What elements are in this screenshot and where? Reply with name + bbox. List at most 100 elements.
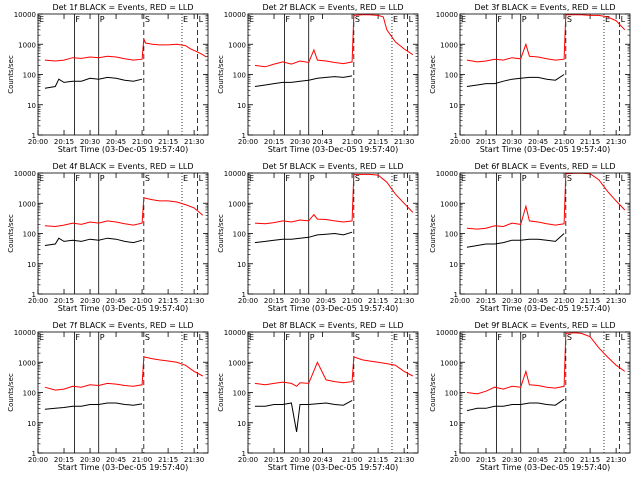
x-tick-label: 21:30 xyxy=(394,297,414,305)
x-tick-label: 20:00 xyxy=(28,297,48,305)
y-tick-label: 10000 xyxy=(14,329,36,337)
x-tick-label: 21:00 xyxy=(554,456,574,464)
event-marker-label: S xyxy=(145,174,150,183)
panel-3: Det 3f BLACK = Events, RED = LLD 1 10 100 10… xyxy=(429,3,631,154)
y-tick-label: 1 xyxy=(454,132,458,140)
event-marker-label: E xyxy=(183,15,188,24)
x-tick-label: 21:00 xyxy=(342,456,362,464)
y-tick-label: 100 xyxy=(445,231,458,239)
panel-title: Det 7f BLACK = Events, RED = LLD xyxy=(52,321,193,330)
x-tick-label: 20:15 xyxy=(54,138,74,146)
x-tick-label: 21:15 xyxy=(580,138,600,146)
series-events-line xyxy=(466,398,565,412)
x-tick-label: 20:00 xyxy=(450,456,470,464)
y-axis-label: Counts/sec xyxy=(217,55,225,94)
panel-1: Det 1f BLACK = Events, RED = LLD 1 10 100 10… xyxy=(7,3,209,154)
x-axis-label: Start Time (03-Dec-05 19:57:40) xyxy=(58,463,189,472)
event-marker-label: S xyxy=(567,174,572,183)
x-tick-label: 20:15 xyxy=(476,456,496,464)
y-tick-label: 100 xyxy=(23,390,36,398)
y-tick-label: 10 xyxy=(237,420,246,428)
x-axis-label: Start Time (03-Dec-05 19:57:40) xyxy=(58,145,189,154)
y-axis-label: Counts/sec xyxy=(7,55,15,94)
x-tick-label: 21:15 xyxy=(580,297,600,305)
panel-title: Det 1f BLACK = Events, RED = LLD xyxy=(52,3,193,12)
series-events-line xyxy=(254,75,353,87)
event-marker-label: L xyxy=(621,15,626,24)
y-tick-label: 1 xyxy=(32,291,36,299)
x-tick-label: 21:30 xyxy=(394,456,414,464)
panel-title: Det 9f BLACK = Events, RED = LLD xyxy=(474,321,615,330)
event-marker-label: L xyxy=(199,15,204,24)
x-tick-label: 21:30 xyxy=(606,456,626,464)
x-tick-label: 21:15 xyxy=(368,297,388,305)
event-marker-label: F xyxy=(75,174,80,183)
y-tick-label: 10 xyxy=(449,261,458,269)
y-tick-label: 1000 xyxy=(440,359,458,367)
x-tick-label: 21:00 xyxy=(554,138,574,146)
series-events-line xyxy=(44,402,143,410)
x-tick-label: 20:30 xyxy=(502,138,522,146)
event-marker-label: E xyxy=(461,333,466,342)
y-tick-label: 1000 xyxy=(228,359,246,367)
event-marker-label: E xyxy=(461,174,466,183)
event-marker-label: F xyxy=(75,333,80,342)
panel-title: Det 4f BLACK = Events, RED = LLD xyxy=(52,162,193,171)
y-tick-label: 10 xyxy=(449,420,458,428)
plot-frame xyxy=(37,172,209,295)
event-marker-label: F xyxy=(497,15,502,24)
x-axis-label: Start Time (03-Dec-05 19:57:40) xyxy=(268,463,399,472)
event-marker-label: E xyxy=(249,15,254,24)
x-axis-label: Start Time (03-Dec-05 19:57:40) xyxy=(268,145,399,154)
x-tick-label: 20:45 xyxy=(106,138,126,146)
event-marker-label: E xyxy=(183,174,188,183)
event-marker-label: P xyxy=(100,15,105,24)
y-tick-label: 10 xyxy=(237,261,246,269)
y-tick-label: 100 xyxy=(445,72,458,80)
panel-title: Det 6f BLACK = Events, RED = LLD xyxy=(474,162,615,171)
y-tick-label: 1 xyxy=(454,450,458,458)
event-marker-label: E xyxy=(393,333,398,342)
series-lld-line xyxy=(44,197,204,228)
y-tick-label: 100 xyxy=(233,390,246,398)
x-tick-label: 21:15 xyxy=(158,138,178,146)
event-marker-label: F xyxy=(497,333,502,342)
plot-frame xyxy=(37,13,209,136)
y-axis-label: Counts/sec xyxy=(7,373,15,412)
y-tick-label: 1 xyxy=(32,132,36,140)
x-axis-label: Start Time (03-Dec-05 19:57:40) xyxy=(58,304,189,313)
event-marker-label: P xyxy=(522,333,527,342)
y-axis-label: Counts/sec xyxy=(429,373,437,412)
event-marker-label: F xyxy=(285,174,290,183)
panel-8: Det 8f BLACK = Events, RED = LLD 1 10 100 10… xyxy=(217,321,419,472)
y-tick-label: 1000 xyxy=(228,200,246,208)
event-marker-label: L xyxy=(409,333,414,342)
x-tick-label: 21:30 xyxy=(606,138,626,146)
event-marker-label: S xyxy=(355,174,360,183)
event-marker-label: E xyxy=(461,15,466,24)
event-marker-label: P xyxy=(310,174,315,183)
x-tick-label: 21:15 xyxy=(580,456,600,464)
event-marker-label: S xyxy=(567,15,572,24)
x-tick-label: 21:30 xyxy=(184,456,204,464)
y-tick-label: 1 xyxy=(242,132,246,140)
series-events-line xyxy=(254,399,353,432)
x-tick-label: 20:43 xyxy=(312,138,332,146)
y-tick-label: 10000 xyxy=(14,170,36,178)
x-tick-label: 20:30 xyxy=(290,297,310,305)
plot-frame xyxy=(247,331,419,454)
event-marker-label: S xyxy=(567,333,572,342)
y-tick-label: 1 xyxy=(242,450,246,458)
x-tick-label: 20:45 xyxy=(528,297,548,305)
x-tick-label: 20:15 xyxy=(264,456,284,464)
y-tick-label: 10 xyxy=(449,102,458,110)
x-tick-label: 20:30 xyxy=(502,297,522,305)
panel-title: Det 3f BLACK = Events, RED = LLD xyxy=(474,3,615,12)
x-tick-label: 20:00 xyxy=(238,138,258,146)
y-tick-label: 10000 xyxy=(436,11,458,19)
x-tick-label: 21:30 xyxy=(184,138,204,146)
x-tick-label: 20:00 xyxy=(238,297,258,305)
y-tick-label: 1 xyxy=(454,291,458,299)
y-tick-label: 10000 xyxy=(436,170,458,178)
plot-frame xyxy=(459,331,631,454)
